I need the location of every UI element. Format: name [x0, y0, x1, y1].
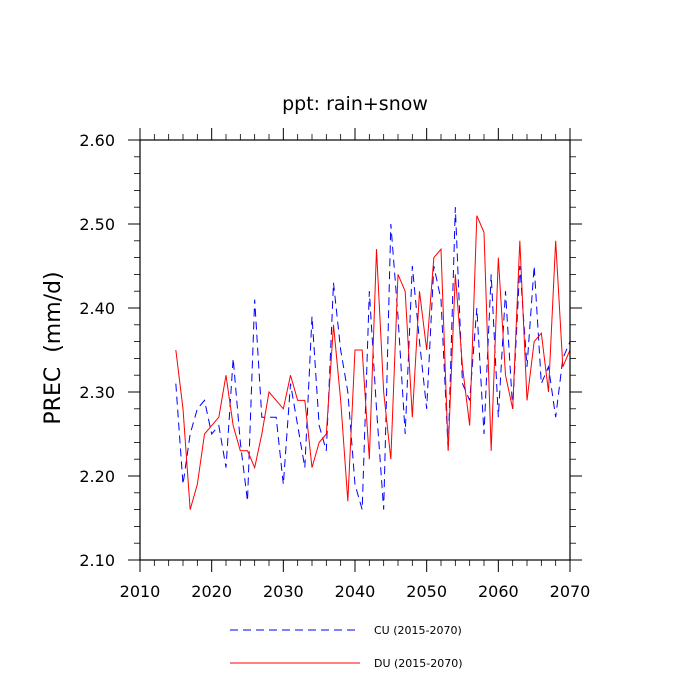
- y-tick-label: 2.50: [79, 215, 115, 234]
- x-tick-label: 2050: [406, 582, 447, 601]
- x-tick-label: 2040: [335, 582, 376, 601]
- y-tick-label: 2.20: [79, 467, 115, 486]
- chart-title: ppt: rain+snow: [282, 93, 428, 115]
- x-tick-label: 2070: [550, 582, 591, 601]
- y-tick-label: 2.10: [79, 551, 115, 570]
- y-tick-label: 2.60: [79, 131, 115, 150]
- legend-label: DU (2015-2070): [374, 657, 463, 670]
- x-tick-label: 2030: [263, 582, 304, 601]
- x-tick-label: 2020: [191, 582, 232, 601]
- legend-label: CU (2015-2070): [374, 624, 462, 637]
- axis-ticks: 2010 2020 2030 2040 2050 2060 2070 2.10 2.20 2.30…: [79, 128, 590, 601]
- plot-frame: [139, 139, 571, 561]
- y-axis-label: PREC (mm/d): [41, 271, 66, 424]
- series-lines: [175, 207, 571, 510]
- x-tick-label: 2010: [120, 582, 161, 601]
- legend: CU (2015-2070) DU (2015-2070): [230, 624, 463, 670]
- x-tick-label: 2060: [478, 582, 519, 601]
- series-line-du: [175, 215, 571, 510]
- y-tick-label: 2.40: [79, 299, 115, 318]
- y-tick-label: 2.30: [79, 383, 115, 402]
